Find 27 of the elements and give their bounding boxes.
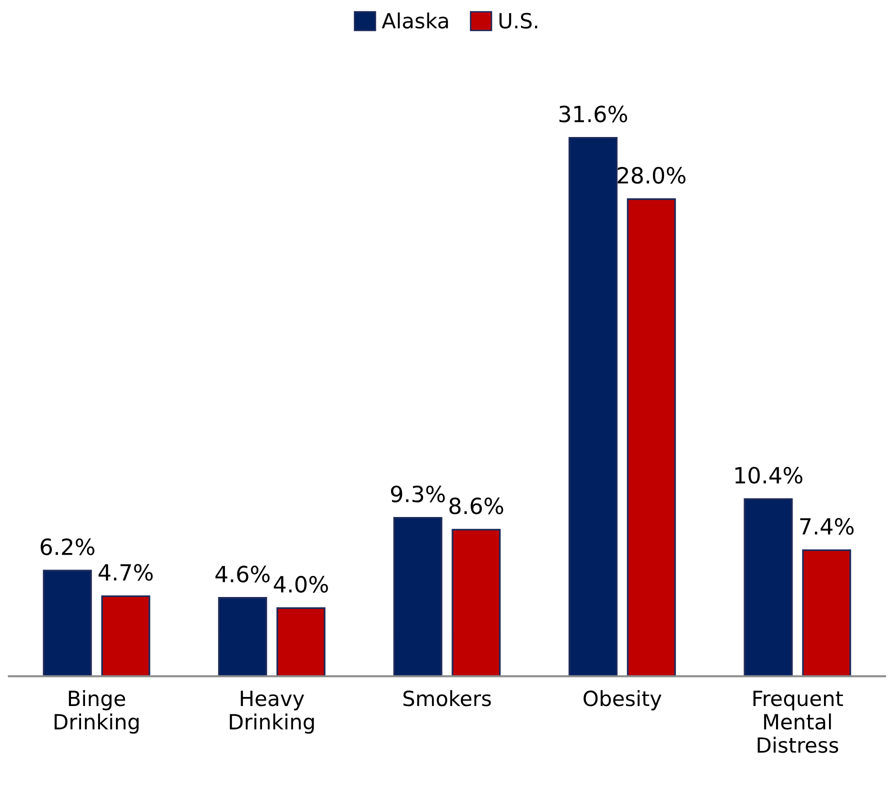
data-label: 6.2% xyxy=(40,538,94,556)
legend-label: Alaska xyxy=(382,12,448,29)
data-label: 28.0% xyxy=(618,166,686,184)
x-tick-label: Heavy Drinking xyxy=(230,690,314,734)
bar xyxy=(218,597,268,676)
x-tick-label: Obesity xyxy=(584,690,662,710)
data-label: 4.7% xyxy=(98,564,153,581)
data-label: 8.6% xyxy=(449,497,504,514)
x-tick-label: Smokers xyxy=(403,690,491,706)
legend-label: U.S. xyxy=(500,12,538,29)
bar xyxy=(802,549,852,676)
x-tick-label: Binge Drinking xyxy=(54,690,139,734)
bar xyxy=(101,595,150,676)
bar xyxy=(452,528,501,676)
data-label: 4.0% xyxy=(274,576,328,593)
data-label: 9.3% xyxy=(390,486,445,502)
bar xyxy=(42,570,92,676)
data-label: 4.6% xyxy=(215,566,270,582)
bar xyxy=(744,498,793,676)
bar xyxy=(626,198,676,676)
data-label: 7.4% xyxy=(800,518,854,535)
bar xyxy=(393,516,442,676)
data-label: 10.4% xyxy=(735,466,802,484)
bar xyxy=(276,607,326,676)
data-label: 31.6% xyxy=(559,106,628,122)
bar xyxy=(568,136,618,676)
x-tick-label: Frequent Mental Distress xyxy=(753,690,843,753)
